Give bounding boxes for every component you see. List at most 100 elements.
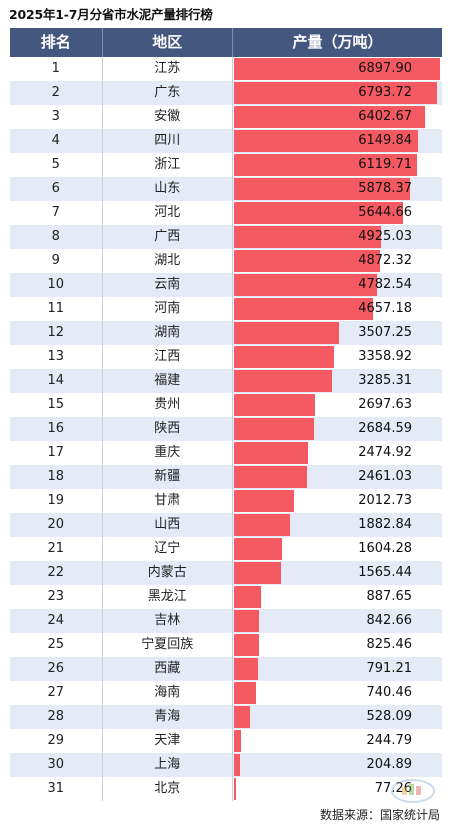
- table-row: 29 天津 244.79: [10, 729, 442, 753]
- value-cell: 887.65: [233, 585, 442, 609]
- value-cell: 2474.92: [233, 441, 442, 465]
- value-bar: [233, 514, 290, 536]
- table-row: 2 广东 6793.72: [10, 81, 442, 105]
- value-cell: 4925.03: [233, 225, 442, 249]
- rank-cell: 26: [10, 657, 103, 681]
- region-cell: 云南: [103, 273, 233, 297]
- table-row: 25 宁夏回族 825.46: [10, 633, 442, 657]
- value-label: 5644.66: [358, 205, 412, 220]
- region-cell: 山西: [103, 513, 233, 537]
- region-cell: 吉林: [103, 609, 233, 633]
- value-label: 6119.71: [358, 157, 412, 172]
- value-label: 204.89: [366, 757, 413, 772]
- value-cell: 3285.31: [233, 369, 442, 393]
- value-cell: 6149.84: [233, 129, 442, 153]
- value-bar: [233, 106, 425, 128]
- rank-cell: 27: [10, 681, 103, 705]
- chart-title: 2025年1-7月分省市水泥产量排行榜: [9, 7, 213, 22]
- region-cell: 辽宁: [103, 537, 233, 561]
- value-bar: [233, 778, 236, 800]
- table-row: 10 云南 4782.54: [10, 273, 442, 297]
- value-cell: 204.89: [233, 753, 442, 777]
- value-bar: [233, 202, 403, 224]
- value-cell: 3507.25: [233, 321, 442, 345]
- region-cell: 湖南: [103, 321, 233, 345]
- region-cell: 安徽: [103, 105, 233, 129]
- rank-cell: 22: [10, 561, 103, 585]
- table-row: 30 上海 204.89: [10, 753, 442, 777]
- region-cell: 湖北: [103, 249, 233, 273]
- value-cell: 77.26: [233, 777, 442, 801]
- value-label: 5878.37: [358, 181, 412, 196]
- table-row: 11 河南 4657.18: [10, 297, 442, 321]
- value-label: 740.46: [366, 685, 413, 700]
- value-cell: 528.09: [233, 705, 442, 729]
- table-row: 5 浙江 6119.71: [10, 153, 442, 177]
- watermark-logo-icon: [391, 779, 435, 803]
- table-row: 15 贵州 2697.63: [10, 393, 442, 417]
- rank-cell: 3: [10, 105, 103, 129]
- value-bar: [233, 250, 380, 272]
- value-bar: [233, 730, 241, 752]
- table-row: 24 吉林 842.66: [10, 609, 442, 633]
- value-bar: [233, 154, 417, 176]
- value-label: 1565.44: [358, 565, 412, 580]
- value-label: 4657.18: [358, 301, 412, 316]
- value-bar: [233, 442, 308, 464]
- value-label: 2684.59: [358, 421, 412, 436]
- value-cell: 6119.71: [233, 153, 442, 177]
- header-value: 产量（万吨）: [292, 33, 383, 51]
- table-row: 18 新疆 2461.03: [10, 465, 442, 489]
- value-label: 77.26: [374, 781, 412, 796]
- table-row: 20 山西 1882.84: [10, 513, 442, 537]
- rank-cell: 13: [10, 345, 103, 369]
- value-bar: [233, 586, 261, 608]
- region-cell: 重庆: [103, 441, 233, 465]
- value-label: 3507.25: [358, 325, 412, 340]
- rank-cell: 31: [10, 777, 103, 801]
- value-cell: 842.66: [233, 609, 442, 633]
- value-label: 3358.92: [358, 349, 412, 364]
- table-row: 1 江苏 6897.90: [10, 57, 442, 81]
- value-label: 2697.63: [358, 397, 412, 412]
- value-cell: 5878.37: [233, 177, 442, 201]
- value-label: 2461.03: [358, 469, 412, 484]
- region-cell: 新疆: [103, 465, 233, 489]
- value-bar: [233, 706, 250, 728]
- region-cell: 北京: [103, 777, 233, 801]
- region-cell: 西藏: [103, 657, 233, 681]
- rank-cell: 11: [10, 297, 103, 321]
- table-header: 排名 地区 产量（万吨）: [10, 28, 442, 57]
- table-row: 14 福建 3285.31: [10, 369, 442, 393]
- value-label: 2012.73: [358, 493, 412, 508]
- rank-cell: 20: [10, 513, 103, 537]
- value-bar: [233, 490, 294, 512]
- header-rank: 排名: [10, 28, 103, 57]
- value-bar: [233, 82, 437, 104]
- region-cell: 江苏: [103, 57, 233, 81]
- table-row: 12 湖南 3507.25: [10, 321, 442, 345]
- table-row: 8 广西 4925.03: [10, 225, 442, 249]
- value-cell: 1565.44: [233, 561, 442, 585]
- table-row: 16 陕西 2684.59: [10, 417, 442, 441]
- value-bar: [233, 274, 377, 296]
- region-cell: 江西: [103, 345, 233, 369]
- rank-cell: 8: [10, 225, 103, 249]
- value-label: 842.66: [366, 613, 413, 628]
- table-row: 23 黑龙江 887.65: [10, 585, 442, 609]
- table-row: 19 甘肃 2012.73: [10, 489, 442, 513]
- value-bar: [233, 322, 339, 344]
- region-cell: 黑龙江: [103, 585, 233, 609]
- value-bar: [233, 226, 381, 248]
- value-label: 528.09: [366, 709, 413, 724]
- header-region: 地区: [103, 28, 233, 57]
- table-row: 4 四川 6149.84: [10, 129, 442, 153]
- rank-cell: 9: [10, 249, 103, 273]
- region-cell: 陕西: [103, 417, 233, 441]
- rank-cell: 5: [10, 153, 103, 177]
- region-cell: 广东: [103, 81, 233, 105]
- value-label: 6793.72: [358, 85, 412, 100]
- value-label: 1604.28: [358, 541, 412, 556]
- region-cell: 四川: [103, 129, 233, 153]
- value-bar: [233, 418, 314, 440]
